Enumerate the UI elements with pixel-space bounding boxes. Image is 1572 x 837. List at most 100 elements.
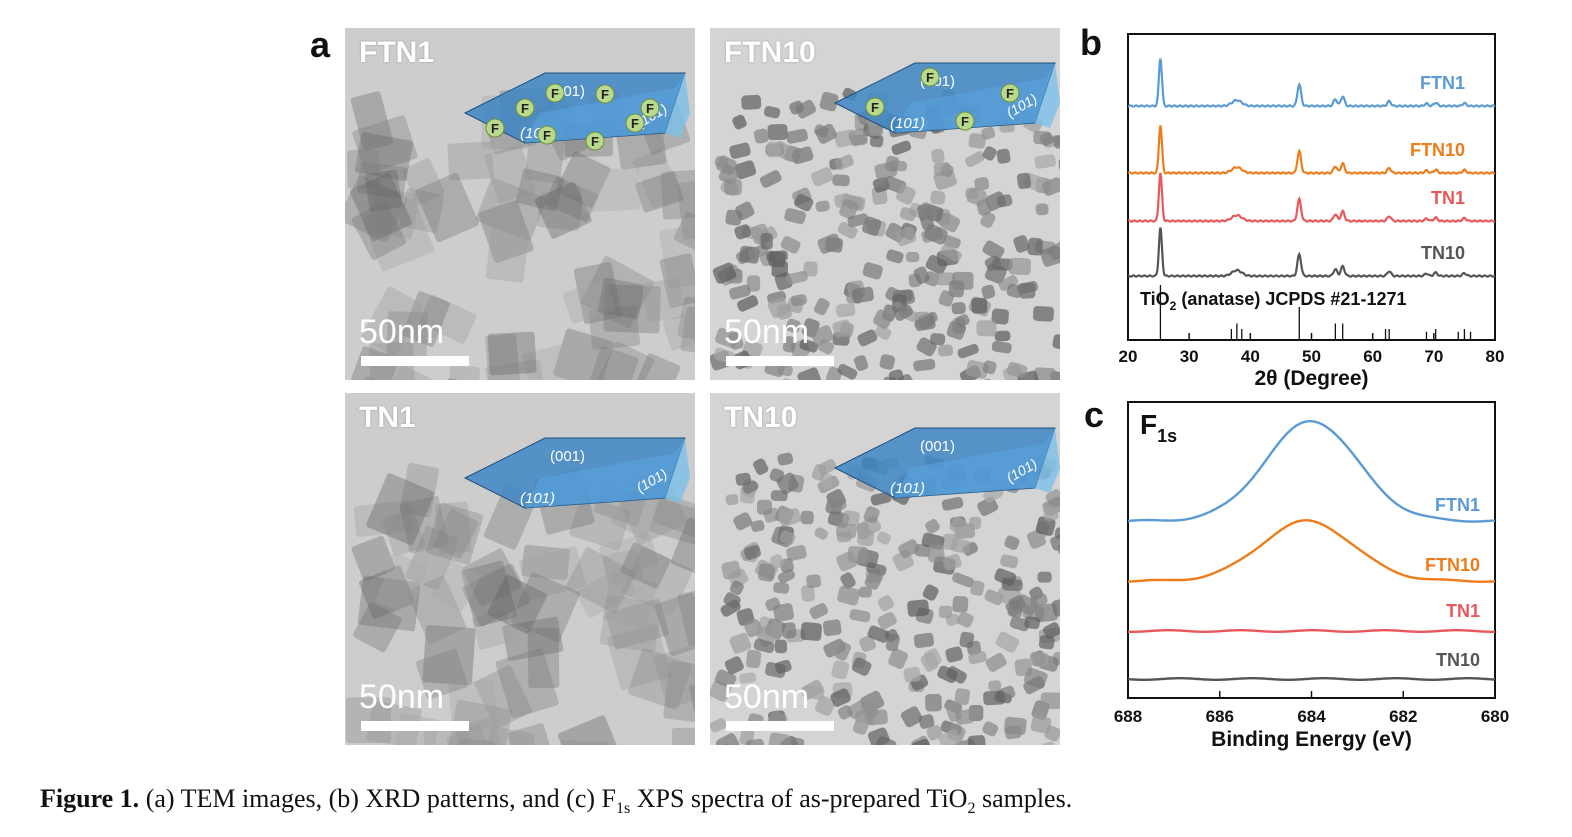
xps-series-tn1 [1127, 629, 1495, 633]
reference-label: TiO2 (anatase) JCPDS #21-1271 [1140, 289, 1406, 313]
nanoparticle [797, 367, 821, 380]
nanoparticle [794, 193, 814, 212]
xrd-series-tn1 [1127, 172, 1496, 223]
nanoparticle [877, 611, 897, 630]
nanoparticle [405, 525, 459, 591]
nanoparticle [802, 685, 825, 701]
nanoparticle [487, 331, 537, 376]
chart-title: F1s [1140, 409, 1177, 446]
nanoparticle [918, 714, 935, 729]
nanoparticle [729, 284, 751, 300]
nanoparticle [913, 266, 930, 285]
nanoparticle [447, 141, 494, 181]
nanoparticle [1006, 283, 1023, 298]
legend-tn1: TN1 [1446, 601, 1480, 621]
nanoparticle [898, 539, 920, 558]
fluorine-label: F [926, 70, 934, 85]
nanoparticle [964, 151, 985, 168]
crystal-facet [1035, 428, 1060, 493]
nanoparticle [745, 738, 765, 745]
nanoparticle [415, 172, 479, 243]
nanoparticle [786, 544, 807, 562]
nanoparticle [350, 173, 412, 242]
legend-ftn1: FTN1 [1420, 73, 1465, 93]
nanoparticle [937, 665, 958, 683]
nanoparticle [834, 641, 852, 661]
nanoparticle [737, 295, 759, 312]
nanoparticle [834, 154, 854, 170]
chart-title-main: F [1140, 409, 1157, 440]
nanoparticle [649, 498, 695, 547]
nanoparticle [1004, 725, 1022, 740]
nanoparticle [1023, 676, 1045, 695]
fluorine-circle [920, 67, 940, 87]
nanoparticle [933, 162, 951, 177]
x-axis-title: Binding Energy (eV) [1211, 728, 1412, 751]
nanoparticle [1027, 237, 1043, 256]
nanoparticle [942, 553, 962, 571]
nanoparticle [937, 344, 954, 357]
nanoparticle [670, 517, 695, 580]
nanoparticle [873, 309, 893, 329]
nanoparticle [809, 603, 829, 620]
nanoparticle [945, 646, 964, 663]
nanoparticle [931, 148, 945, 164]
nanoparticle [965, 187, 979, 200]
nanoparticle [988, 680, 1002, 692]
nanoparticle [957, 611, 974, 628]
nanoparticle [677, 296, 695, 345]
nanoparticle [995, 631, 1020, 653]
scale-bar-label: 50nm [359, 678, 445, 716]
fluorine-circle [865, 97, 885, 117]
nanoparticle [836, 551, 858, 572]
nanoparticle [632, 149, 682, 208]
nanoparticle [817, 233, 842, 254]
nanoparticle [839, 199, 859, 220]
nanoparticle [573, 262, 622, 324]
nanoparticle [981, 284, 996, 299]
fluorine-circle [625, 113, 645, 133]
nanoparticle [950, 538, 971, 554]
x-axis-title: 2θ (Degree) [1254, 367, 1368, 390]
nanoparticle [359, 565, 415, 619]
nanoparticle [859, 635, 876, 652]
facet-label-001: (001) [920, 438, 955, 455]
nanoparticle [462, 548, 521, 607]
fluorine-marker: F [865, 97, 885, 117]
nanoparticle [866, 709, 888, 726]
nanoparticle [362, 198, 435, 272]
nanoparticle [879, 354, 895, 370]
nanoparticle [446, 724, 497, 745]
nanoparticle [785, 318, 801, 334]
nanoparticle [435, 501, 472, 554]
nanoparticle [970, 580, 985, 596]
nanoparticle [939, 212, 961, 233]
nanoparticle [967, 735, 986, 745]
scale-bar-label: 50nm [359, 313, 445, 351]
scale-bar-label: 50nm [724, 678, 810, 716]
nanoparticle [1043, 505, 1059, 522]
nanoparticle [1038, 635, 1055, 650]
nanoparticle [806, 574, 822, 589]
nanoparticle [996, 148, 1011, 164]
nanoparticle [1041, 741, 1056, 745]
nanoparticle [733, 512, 753, 531]
xrd-series-ftn1 [1127, 58, 1496, 108]
nanoparticle [555, 151, 611, 208]
nanoparticle [982, 146, 997, 161]
nanoparticle [814, 298, 830, 316]
reference-label-a: TiO [1140, 289, 1170, 309]
nanoparticle [680, 306, 695, 357]
nanoparticle [976, 320, 997, 337]
nanoparticle [982, 360, 997, 375]
x-tick-label: 70 [1424, 347, 1443, 366]
nanoparticle [1034, 154, 1056, 169]
nanoparticle [1033, 367, 1056, 380]
crystal-model-icon: (001)(101)(101) [463, 437, 690, 509]
nanoparticle [366, 473, 435, 546]
crystal-facet [665, 438, 690, 503]
nanoparticle [923, 648, 942, 668]
nanoparticle [952, 572, 974, 588]
nanoparticle [886, 249, 904, 264]
nanoparticle [595, 341, 655, 380]
